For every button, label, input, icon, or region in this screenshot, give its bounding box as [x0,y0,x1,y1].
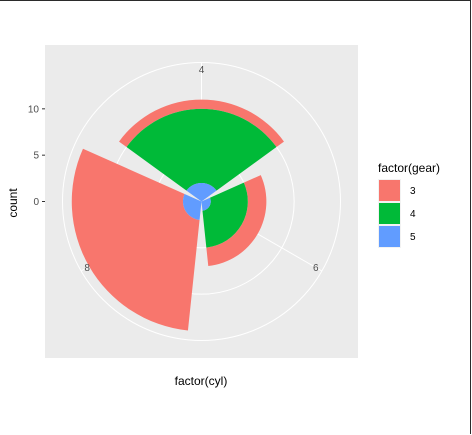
y-tick-label: 0 [33,197,39,208]
bar-segment [71,148,200,331]
legend-swatch [379,203,400,224]
legend-swatch [379,226,400,247]
bar-segment [182,193,202,220]
y-tick-label: 5 [33,151,39,162]
category-label: 8 [84,263,90,274]
y-axis-title: count [6,188,20,218]
y-axis-ticks: 0 5 10 [28,104,45,208]
legend-title: factor(gear) [378,161,440,175]
legend: factor(gear) 3 4 5 [378,161,440,248]
legend-label: 5 [410,232,416,243]
bar-segment [186,182,217,202]
legend-keys: 3 4 5 [378,179,416,248]
bar-segment [119,99,284,148]
y-tick-label: 10 [28,104,40,115]
x-axis-title: factor(cyl) [175,374,228,388]
bar-segment [126,108,277,191]
category-labels: 4 6 8 [84,65,319,274]
bar-segment [202,182,248,248]
category-label: 4 [199,65,205,76]
bar-segment [206,175,267,267]
category-label: 6 [313,263,319,274]
bar-segments [71,99,284,331]
legend-swatch [379,180,400,201]
legend-label: 3 [410,186,416,197]
legend-label: 4 [410,209,416,220]
bar-segment [201,197,211,211]
